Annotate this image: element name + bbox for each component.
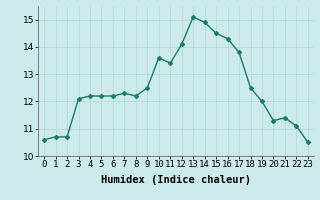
X-axis label: Humidex (Indice chaleur): Humidex (Indice chaleur) <box>101 175 251 185</box>
